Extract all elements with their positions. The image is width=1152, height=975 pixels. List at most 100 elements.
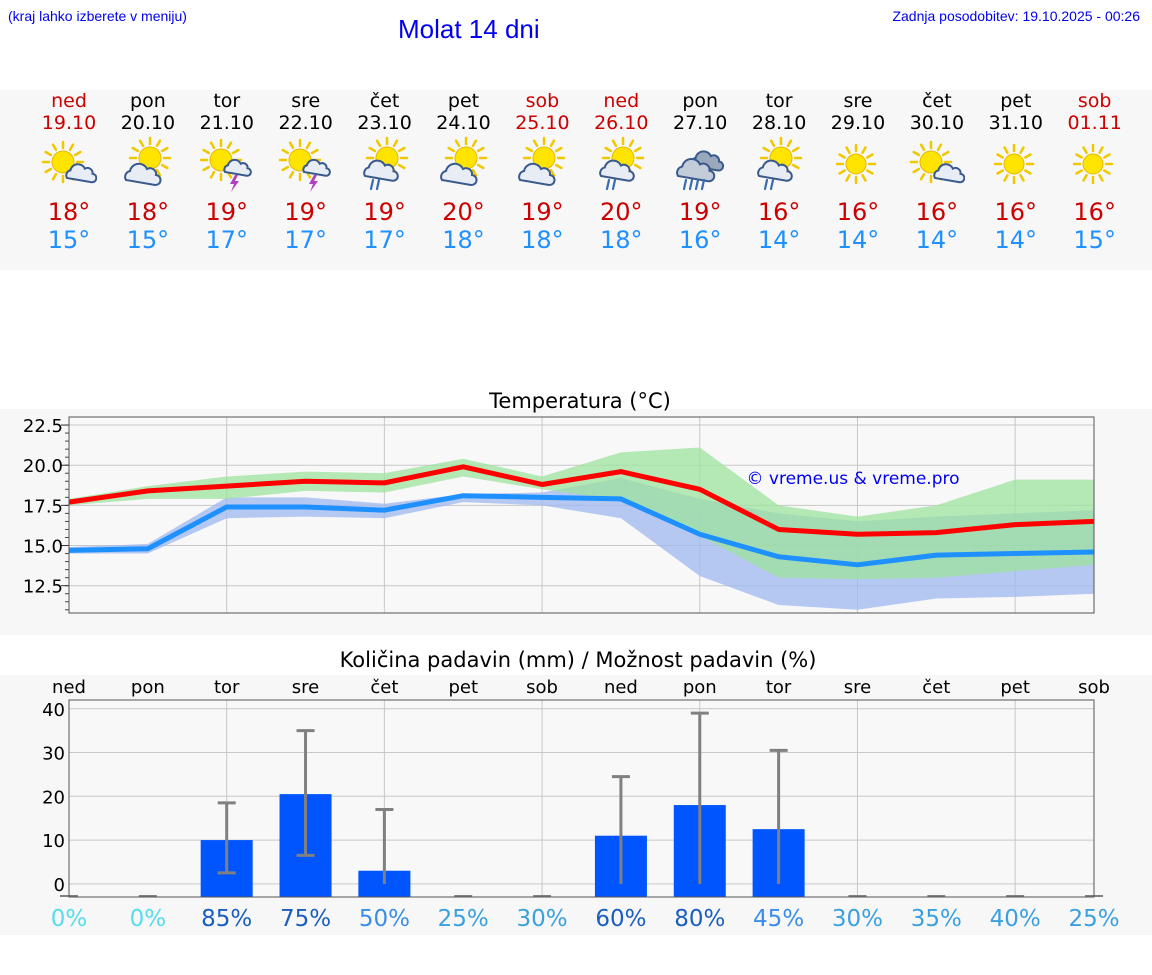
y-tick-label: 20 — [42, 787, 65, 808]
forecast-day: sob 25.10 19° 18° — [502, 90, 582, 254]
sun-icon — [993, 143, 1035, 185]
precip-probability: 0% — [130, 906, 167, 932]
weather-icon-slot — [660, 134, 740, 194]
forecast-day: pon 20.10 18° 15° — [108, 90, 188, 254]
precip-probability: 80% — [674, 906, 725, 932]
chart-title: Temperatura (°C) — [488, 389, 671, 413]
weather-icon-slot — [1055, 134, 1135, 194]
day-name: pet — [1000, 90, 1032, 112]
max-temperature: 19° — [205, 198, 249, 226]
precip-probability: 60% — [595, 906, 646, 932]
day-date: 21.10 — [199, 112, 254, 134]
max-temperature: 16° — [757, 198, 801, 226]
y-tick-label: 15.0 — [23, 537, 63, 558]
min-temperature: 18° — [521, 226, 564, 254]
min-temperature: 18° — [600, 226, 643, 254]
day-date: 23.10 — [357, 112, 412, 134]
day-name: pon — [130, 90, 166, 112]
plot-frame — [68, 416, 1095, 614]
day-label: pet — [448, 677, 478, 698]
precipitation-chart: Količina padavin (mm) / Možnost padavin … — [42, 648, 1119, 932]
min-temperature: 15° — [126, 226, 170, 254]
sun-thunder-icon — [199, 138, 252, 192]
page-title: Molat 14 dni — [398, 14, 540, 44]
day-label: sre — [844, 677, 871, 698]
day-name: pon — [682, 90, 719, 112]
day-label: pon — [683, 677, 717, 698]
forecast-day: sob 01.11 16° 15° — [1055, 90, 1135, 254]
sun-icon — [1072, 143, 1113, 185]
min-temperature: 17° — [284, 226, 327, 254]
min-temperature: 17° — [205, 226, 249, 254]
max-temperature: 16° — [994, 198, 1038, 226]
forecast-day: čet 23.10 19° 17° — [345, 90, 425, 254]
min-temperature: 15° — [1073, 226, 1116, 254]
day-date: 31.10 — [988, 112, 1043, 134]
day-date: 20.10 — [120, 112, 176, 134]
day-label: sre — [292, 677, 319, 698]
weather-icon-slot — [424, 134, 504, 194]
y-tick-label: 22.5 — [23, 416, 63, 437]
day-label: čet — [922, 677, 950, 698]
max-temperature: 20° — [442, 198, 485, 226]
min-temperature: 14° — [994, 226, 1038, 254]
min-temperature-line — [68, 493, 1095, 568]
weather-icon-slot — [897, 134, 977, 194]
day-name: sob — [525, 90, 560, 112]
y-tick-label: 17.5 — [23, 496, 63, 517]
sun-rain-icon — [757, 136, 803, 191]
precip-probability: 40% — [990, 906, 1041, 932]
weather-icon-slot — [739, 134, 819, 194]
sun-rain-icon — [599, 136, 645, 191]
sun-thunder-icon — [278, 138, 331, 192]
forecast-day: čet 30.10 16° 14° — [897, 90, 977, 254]
precip-probability: 75% — [280, 906, 331, 932]
forecast-day: tor 28.10 16° 14° — [739, 90, 819, 254]
max-temperature-line — [68, 464, 1095, 537]
day-name: ned — [603, 90, 640, 112]
day-date: 30.10 — [909, 112, 965, 134]
max-temperature: 19° — [284, 198, 327, 226]
min-temperature: 17° — [363, 226, 406, 254]
plot-frame — [68, 699, 1095, 898]
min-temperature: 14° — [757, 226, 801, 254]
precip-probability: 45% — [753, 906, 804, 932]
watermark: © vreme.us & vreme.pro — [746, 469, 959, 489]
day-name: čet — [369, 90, 400, 112]
sun-rain-icon — [362, 136, 408, 191]
weather-icon-slot — [502, 134, 582, 194]
sun-cloud-icon — [41, 140, 97, 184]
min-temperature: 15° — [47, 226, 91, 254]
day-label: sob — [526, 677, 558, 698]
max-temperature: 19° — [363, 198, 406, 226]
day-label: čet — [370, 677, 398, 698]
y-tick-label: 20.0 — [23, 456, 63, 477]
weather-icon-slot — [581, 134, 661, 194]
day-name: tor — [765, 90, 793, 112]
precip-probability: 25% — [438, 906, 489, 932]
day-date: 19.10 — [41, 112, 97, 134]
precip-probability: 30% — [517, 906, 568, 932]
y-tick-label: 12.5 — [23, 577, 63, 598]
weather-icon-slot — [187, 134, 267, 194]
day-label: pon — [131, 677, 165, 698]
precip-probability: 85% — [201, 906, 252, 932]
day-date: 25.10 — [515, 112, 570, 134]
day-date: 24.10 — [436, 112, 491, 134]
cloud-sun-icon — [439, 136, 487, 186]
precip-probability: 25% — [1068, 906, 1119, 932]
temperature-chart: Temperatura (°C) 12.5 15.0 17.5 20.0 22.5 © vr… — [23, 389, 1095, 614]
day-name: ned — [51, 90, 87, 112]
forecast-day: pet 24.10 20° 18° — [424, 90, 504, 254]
sun-icon — [835, 143, 877, 185]
last-update: Zadnja posodobitev: 19.10.2025 - 00:26 — [892, 8, 1140, 24]
forecast-day: pet 31.10 16° 14° — [976, 90, 1056, 254]
cloud-sun-icon — [518, 136, 566, 186]
weather-icon-slot — [818, 134, 898, 194]
forecast-day: sre 22.10 19° 17° — [266, 90, 346, 254]
precip-probability: 50% — [359, 906, 410, 932]
location-hint: (kraj lahko izberete v meniju) — [8, 8, 187, 24]
weather-icon-slot — [108, 134, 188, 194]
day-label: tor — [214, 677, 240, 698]
min-temperature: 16° — [678, 226, 722, 254]
